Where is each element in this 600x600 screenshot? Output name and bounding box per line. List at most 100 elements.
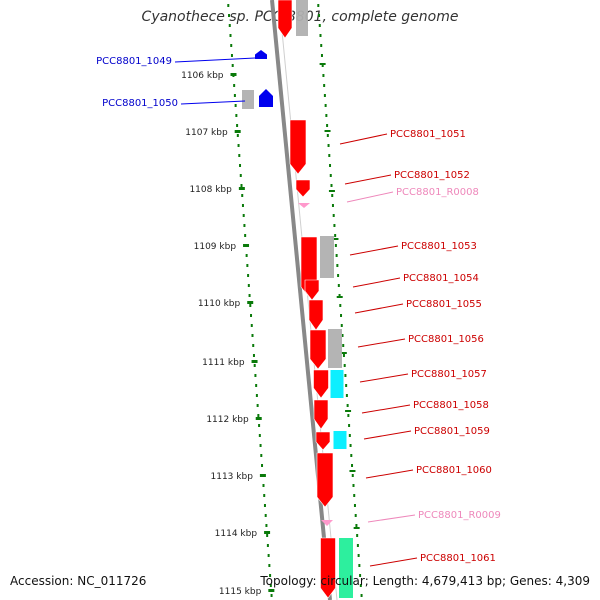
ruler-dot xyxy=(234,104,237,107)
homolog-block[interactable] xyxy=(242,90,254,109)
ruler-dot xyxy=(238,154,241,157)
gene-arrow[interactable] xyxy=(277,0,293,39)
ruler-dot xyxy=(233,94,236,97)
gene-arrow[interactable] xyxy=(289,119,307,175)
gene-arrow[interactable] xyxy=(320,537,336,599)
ruler-dot xyxy=(350,454,353,457)
topology-text: Topology: circular; Length: 4,679,413 bp… xyxy=(260,574,590,588)
gene-arrow[interactable] xyxy=(316,452,334,508)
ruler-dot xyxy=(345,384,348,387)
gene-label-pcc8801_1057[interactable]: PCC8801_1057 xyxy=(411,369,487,380)
ruler-dot xyxy=(239,174,242,177)
gene-arrow[interactable] xyxy=(295,179,311,198)
ruler-dot xyxy=(338,294,341,297)
ruler-dot xyxy=(357,554,360,557)
gene-label-pcc8801_1053[interactable]: PCC8801_1053 xyxy=(401,241,477,252)
gene-label-pcc8801_r0008[interactable]: PCC8801_R0008 xyxy=(396,187,479,198)
ruler-dot xyxy=(253,364,256,367)
ruler-tick xyxy=(340,352,347,354)
gene-label-pcc8801_1052[interactable]: PCC8801_1052 xyxy=(394,170,470,181)
rna-marker[interactable] xyxy=(298,203,310,208)
gene-label-pcc8801_1051[interactable]: PCC8801_1051 xyxy=(390,129,466,140)
ruler-dot xyxy=(252,354,255,357)
gene-arrow[interactable] xyxy=(308,299,324,331)
ruler-dot xyxy=(266,534,269,537)
ruler-dot xyxy=(263,494,266,497)
gene-label-pcc8801_1060[interactable]: PCC8801_1060 xyxy=(416,465,492,476)
ruler-dot xyxy=(248,294,251,297)
scale-label: 1115 kbp xyxy=(219,587,262,597)
gene-labels[interactable]: PCC8801_1049 PCC8801_1050 PCC8801_1051 PCC8… xyxy=(96,56,501,567)
ruler-dot xyxy=(326,124,329,127)
ruler-dot xyxy=(249,304,252,307)
ruler-tick xyxy=(259,474,266,477)
homolog-block[interactable] xyxy=(328,329,342,368)
gene-label-pcc8801_1050[interactable]: PCC8801_1050 xyxy=(102,98,178,109)
gene-arrow[interactable] xyxy=(313,399,329,430)
ruler-dot xyxy=(354,514,357,517)
ruler-tick xyxy=(319,63,326,65)
ruler-dot xyxy=(228,14,231,17)
gene-arrow[interactable] xyxy=(315,431,331,451)
scale-label: 1107 kbp xyxy=(185,128,228,138)
ruler-dot xyxy=(246,264,249,267)
scale-labels: 1106 kbp 1107 kbp 1108 kbp 1109 kbp 1110 kbp… xyxy=(181,71,262,597)
ruler-dot xyxy=(328,154,331,157)
ruler-dot xyxy=(337,284,340,287)
ruler-dot xyxy=(329,164,332,167)
ruler-dot xyxy=(263,504,266,507)
rna-marker[interactable] xyxy=(321,520,333,526)
ruler-dot xyxy=(324,104,327,107)
label-leader xyxy=(346,191,394,203)
ruler-dot xyxy=(331,204,334,207)
label-leader xyxy=(363,430,412,440)
homolog-block[interactable] xyxy=(296,0,308,36)
ruler-dot xyxy=(351,474,354,477)
homolog-block[interactable] xyxy=(320,236,334,278)
homolog-block[interactable] xyxy=(330,370,344,398)
ruler-dot xyxy=(258,434,261,437)
label-leader xyxy=(344,174,392,185)
ruler-dot xyxy=(261,464,264,467)
ruler-dot xyxy=(334,244,337,247)
homolog-block[interactable] xyxy=(339,538,353,598)
ruler-tick xyxy=(243,244,250,247)
gene-arrow-reverse[interactable] xyxy=(259,89,273,107)
gene-label-pcc8801_1056[interactable]: PCC8801_1056 xyxy=(408,334,484,345)
ruler-dot xyxy=(341,334,344,337)
ruler-dot xyxy=(254,374,257,377)
ruler-dot xyxy=(266,544,269,547)
ruler-dot xyxy=(323,94,326,97)
ruler-dot xyxy=(228,24,231,27)
ruler-dot xyxy=(241,204,244,207)
ruler-dot xyxy=(340,324,343,327)
gene-label-pcc8801_1049[interactable]: PCC8801_1049 xyxy=(96,56,172,67)
ruler-tick xyxy=(268,589,275,592)
ruler-dot xyxy=(236,134,239,137)
gene-label-pcc8801_1061[interactable]: PCC8801_1061 xyxy=(420,553,496,564)
ruler-dot xyxy=(252,344,255,347)
label-leader xyxy=(367,514,416,523)
gene-arrow[interactable] xyxy=(304,279,320,301)
ruler-dot xyxy=(345,394,348,397)
ruler-tick xyxy=(230,73,237,76)
gene-arrow[interactable] xyxy=(309,329,327,370)
gene-label-pcc8801_1054[interactable]: PCC8801_1054 xyxy=(403,273,479,284)
gene-arrow[interactable] xyxy=(313,369,329,399)
ruler-dot xyxy=(348,424,351,427)
ruler-tick xyxy=(234,130,241,133)
ruler-dot xyxy=(318,24,321,27)
ruler-tick xyxy=(345,410,352,412)
ruler-dot xyxy=(270,594,273,597)
accession-text: Accession: NC_011726 xyxy=(10,574,147,588)
gene-label-pcc8801_1059[interactable]: PCC8801_1059 xyxy=(414,426,490,437)
ruler-dot xyxy=(250,314,253,317)
gene-label-pcc8801_1055[interactable]: PCC8801_1055 xyxy=(406,299,482,310)
gene-label-pcc8801_1058[interactable]: PCC8801_1058 xyxy=(413,400,489,411)
gene-features[interactable] xyxy=(242,0,353,599)
gene-arrow-reverse[interactable] xyxy=(255,50,267,59)
homolog-block[interactable] xyxy=(333,431,347,449)
ruler-dot xyxy=(230,44,233,47)
gene-label-pcc8801_r0009[interactable]: PCC8801_R0009 xyxy=(418,510,501,521)
